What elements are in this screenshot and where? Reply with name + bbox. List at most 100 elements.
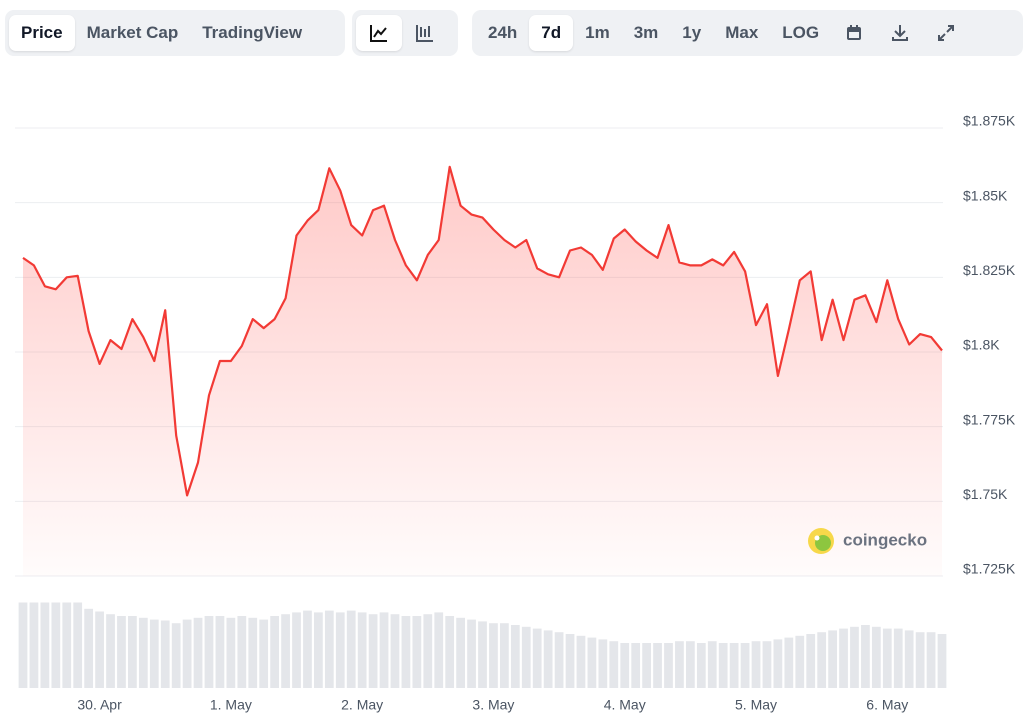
volume-bar [84, 608, 94, 688]
volume-bar [893, 628, 903, 688]
chart-kind [352, 10, 458, 56]
volume-bar [861, 625, 870, 688]
volume-bar [532, 628, 542, 688]
y-tick-label: $1.875K [963, 113, 1016, 129]
x-tick-label: 1. May [210, 697, 252, 713]
volume-bar [664, 643, 673, 688]
tab[interactable]: Price [9, 15, 75, 51]
volume-bar [598, 639, 608, 688]
volume-bar [270, 616, 280, 688]
volume-bar [478, 621, 487, 688]
volume-bar [718, 643, 728, 688]
range[interactable]: 7d [529, 15, 574, 51]
volume-bar [489, 623, 498, 688]
volume-bar [653, 643, 662, 688]
volume-bar [806, 634, 816, 688]
volume-bar [685, 641, 695, 688]
x-tick-label: 3. May [472, 697, 514, 713]
range[interactable]: Max [725, 23, 759, 42]
volume-bar [565, 634, 575, 688]
range-tabs: 24h 7d 1m 3m 1y Max LOG [472, 10, 1023, 56]
watermark-text: coingecko [843, 530, 927, 549]
volume-bar [642, 643, 651, 688]
volume-bar [193, 617, 203, 688]
volume-bar [587, 637, 597, 688]
volume-bar [40, 602, 50, 688]
volume-bar [248, 617, 258, 688]
line-chart-button[interactable] [356, 15, 402, 51]
volume-bar [707, 641, 717, 688]
y-tick-label: $1.825K [963, 262, 1016, 278]
volume-bar [401, 616, 411, 688]
volume-bar [73, 602, 83, 688]
volume-bar [795, 635, 805, 688]
range[interactable]: 1m [585, 23, 610, 42]
volume-bar [839, 628, 848, 688]
range[interactable]: 1y [682, 23, 702, 42]
price-area [23, 166, 942, 577]
volume-bar [828, 630, 837, 688]
volume-bar [915, 632, 925, 688]
volume-bar [620, 643, 630, 688]
volume-bar [368, 614, 378, 688]
volume-bar [182, 619, 192, 688]
candle-chart-button[interactable] [402, 15, 448, 51]
download-button[interactable] [877, 15, 923, 51]
range[interactable]: 24h [488, 23, 518, 42]
volume-bar [138, 617, 148, 688]
volume-bar [543, 630, 553, 688]
volume-bar [324, 610, 334, 688]
volume-bar [510, 625, 520, 688]
volume-bar [675, 641, 684, 688]
volume-bar [335, 612, 345, 688]
volume-bar [128, 616, 137, 688]
tab[interactable]: TradingView [202, 23, 303, 42]
volume-bar [423, 614, 433, 688]
view-tabs: Price Market Cap TradingView [5, 10, 345, 56]
volume-bar [937, 634, 947, 688]
volume-bar [390, 614, 400, 688]
y-tick-label: $1.85K [963, 187, 1008, 203]
volume-bar [521, 626, 531, 688]
volume-bar [904, 630, 914, 688]
volume-bar [729, 643, 739, 688]
volume-bar [149, 619, 159, 688]
x-tick-label: 2. May [341, 697, 383, 713]
volume-bar [51, 602, 61, 688]
volume-bar [204, 616, 214, 688]
volume-bar [445, 616, 455, 688]
volume-bar [882, 628, 892, 688]
volume-bar [18, 602, 28, 688]
volume-bar [303, 610, 312, 688]
volume-bar [292, 612, 301, 688]
watermark: coingecko [808, 528, 927, 554]
calendar-button[interactable] [831, 15, 877, 51]
volume-bar [412, 616, 422, 688]
y-tick-label: $1.775K [963, 411, 1016, 427]
x-tick-label: 4. May [604, 697, 646, 713]
fullscreen-button[interactable] [923, 15, 969, 51]
x-tick-label: 30. Apr [77, 697, 122, 713]
volume-bar [773, 639, 783, 688]
volume-bar [467, 619, 476, 688]
log-toggle[interactable]: LOG [782, 23, 820, 42]
volume-bar [740, 643, 750, 688]
y-tick-label: $1.725K [963, 561, 1016, 577]
volume-bar [106, 614, 115, 688]
volume-bar [160, 620, 170, 688]
volume-bar [259, 619, 269, 688]
range[interactable]: 3m [633, 23, 659, 42]
volume-bar [281, 614, 290, 688]
volume-bar [784, 637, 794, 688]
volume-bar [696, 643, 706, 688]
tab[interactable]: Market Cap [86, 23, 179, 42]
volume-bar [871, 626, 881, 688]
volume-bar [609, 641, 619, 688]
volume-bar [554, 632, 564, 688]
volume-bar [29, 602, 39, 688]
volume-bar [631, 643, 641, 688]
volume-bar [456, 617, 465, 688]
volume-bar [357, 612, 367, 688]
